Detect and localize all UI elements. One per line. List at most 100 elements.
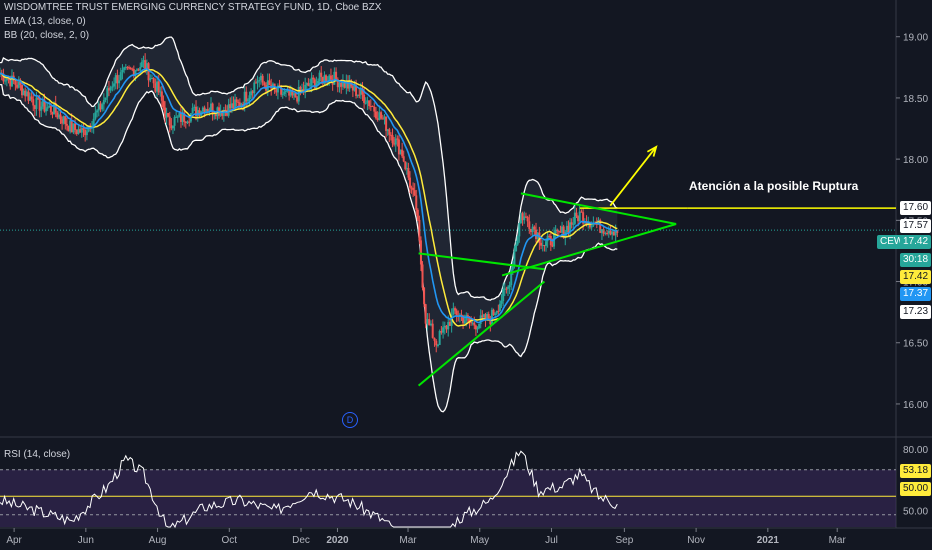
bb-basis-tag: 17.23 [900, 305, 932, 319]
candle-body [245, 91, 248, 102]
candle-body [4, 80, 7, 82]
candle-body [556, 229, 559, 231]
candle-body [448, 322, 451, 326]
candle-body [521, 213, 524, 221]
ema-legend[interactable]: EMA (13, close, 0) [4, 16, 86, 27]
x-tick-label-10: Nov [687, 535, 705, 546]
candle-body [317, 81, 320, 84]
candle-body [528, 221, 531, 229]
rsi-tick-label-1: 80.00 [903, 445, 928, 456]
candle-body [184, 121, 187, 124]
candle-body [433, 337, 436, 341]
candle-body [273, 83, 276, 89]
candle-body [261, 75, 264, 83]
candle-body [266, 80, 269, 91]
symbol-tag: CEW [877, 235, 907, 249]
candle-body [157, 81, 160, 93]
candle-body [21, 85, 24, 96]
candle-body [102, 100, 105, 105]
candle-body [259, 75, 262, 81]
x-tick-label-1: Jun [78, 535, 94, 546]
candle-body [486, 314, 489, 321]
x-tick-label-7: May [470, 535, 489, 546]
candle-body [423, 287, 426, 305]
candle-body [531, 226, 534, 233]
candle-body [376, 118, 379, 120]
rsi-legend[interactable]: RSI (14, close) [4, 449, 71, 460]
candle-body [48, 105, 51, 108]
bb-legend[interactable]: BB (20, close, 2, 0) [4, 30, 90, 41]
candle-body [466, 315, 469, 318]
bb-upper-tag: 17.57 [900, 219, 932, 233]
candle-body [616, 231, 619, 233]
candle-body [487, 314, 490, 320]
candle-body [582, 212, 585, 224]
candle-body [156, 81, 159, 92]
candle-body [79, 129, 82, 133]
x-tick-label-11: 2021 [757, 535, 780, 546]
candle-body [503, 288, 506, 290]
dividend-marker[interactable]: D [342, 412, 358, 428]
breakout-annotation: Atención a la posible Ruptura [689, 179, 859, 193]
candle-body [364, 102, 367, 104]
candle-body [276, 85, 279, 93]
candle-body [97, 103, 100, 111]
candle-body [145, 63, 148, 71]
candle-body [336, 79, 339, 88]
candle-body [284, 90, 287, 92]
candle-body [33, 105, 36, 109]
breakout-arrowhead [646, 145, 658, 157]
candle-body [478, 323, 481, 328]
candle-body [611, 231, 614, 235]
candle-body [554, 229, 557, 234]
candle-body [175, 116, 178, 118]
candle-body [256, 81, 259, 83]
candle-body [292, 93, 295, 96]
candle-body [353, 85, 356, 91]
candle-body [476, 327, 479, 330]
candle-body [524, 216, 527, 218]
candle-body [268, 80, 271, 85]
candle-body [399, 149, 402, 155]
candle-body [325, 75, 328, 83]
candle-body [307, 83, 310, 86]
candle-body [222, 109, 225, 116]
candle-body [109, 87, 112, 91]
candle-body [230, 103, 233, 109]
candle-body [351, 86, 354, 91]
ema-tag: 17.42 [900, 270, 932, 284]
candle-body [234, 99, 237, 109]
candle-body [30, 96, 33, 100]
x-tick-label-5: 2020 [326, 535, 349, 546]
candle-body [363, 94, 366, 103]
candle-body [263, 82, 266, 86]
candle-body [214, 113, 217, 117]
candle-body [588, 222, 591, 228]
candle-body [27, 91, 30, 101]
candle-body [29, 96, 32, 101]
candle-body [80, 127, 83, 133]
candle-body [489, 319, 492, 325]
candle-body [121, 69, 124, 73]
last-price-tag: 17.42 [900, 235, 932, 249]
candle-body [16, 84, 19, 88]
candle-body [383, 116, 386, 120]
candle-body [533, 226, 536, 230]
candle-body [397, 139, 400, 155]
candles [0, 53, 619, 353]
candle-body [415, 195, 418, 210]
y-tick-label-6: 19.00 [903, 33, 928, 44]
candle-body [14, 81, 17, 85]
candle-body [297, 86, 300, 102]
y-tick-label-1: 16.50 [903, 339, 928, 350]
candle-body [366, 100, 369, 103]
candle-body [431, 323, 434, 338]
candle-body [183, 112, 186, 122]
candle-body [181, 112, 184, 122]
countdown-tag: 30:18 [900, 253, 932, 267]
candle-body [445, 325, 448, 330]
candle-body [128, 67, 131, 69]
level-tag: 17.60 [900, 201, 932, 215]
candle-body [386, 129, 389, 131]
